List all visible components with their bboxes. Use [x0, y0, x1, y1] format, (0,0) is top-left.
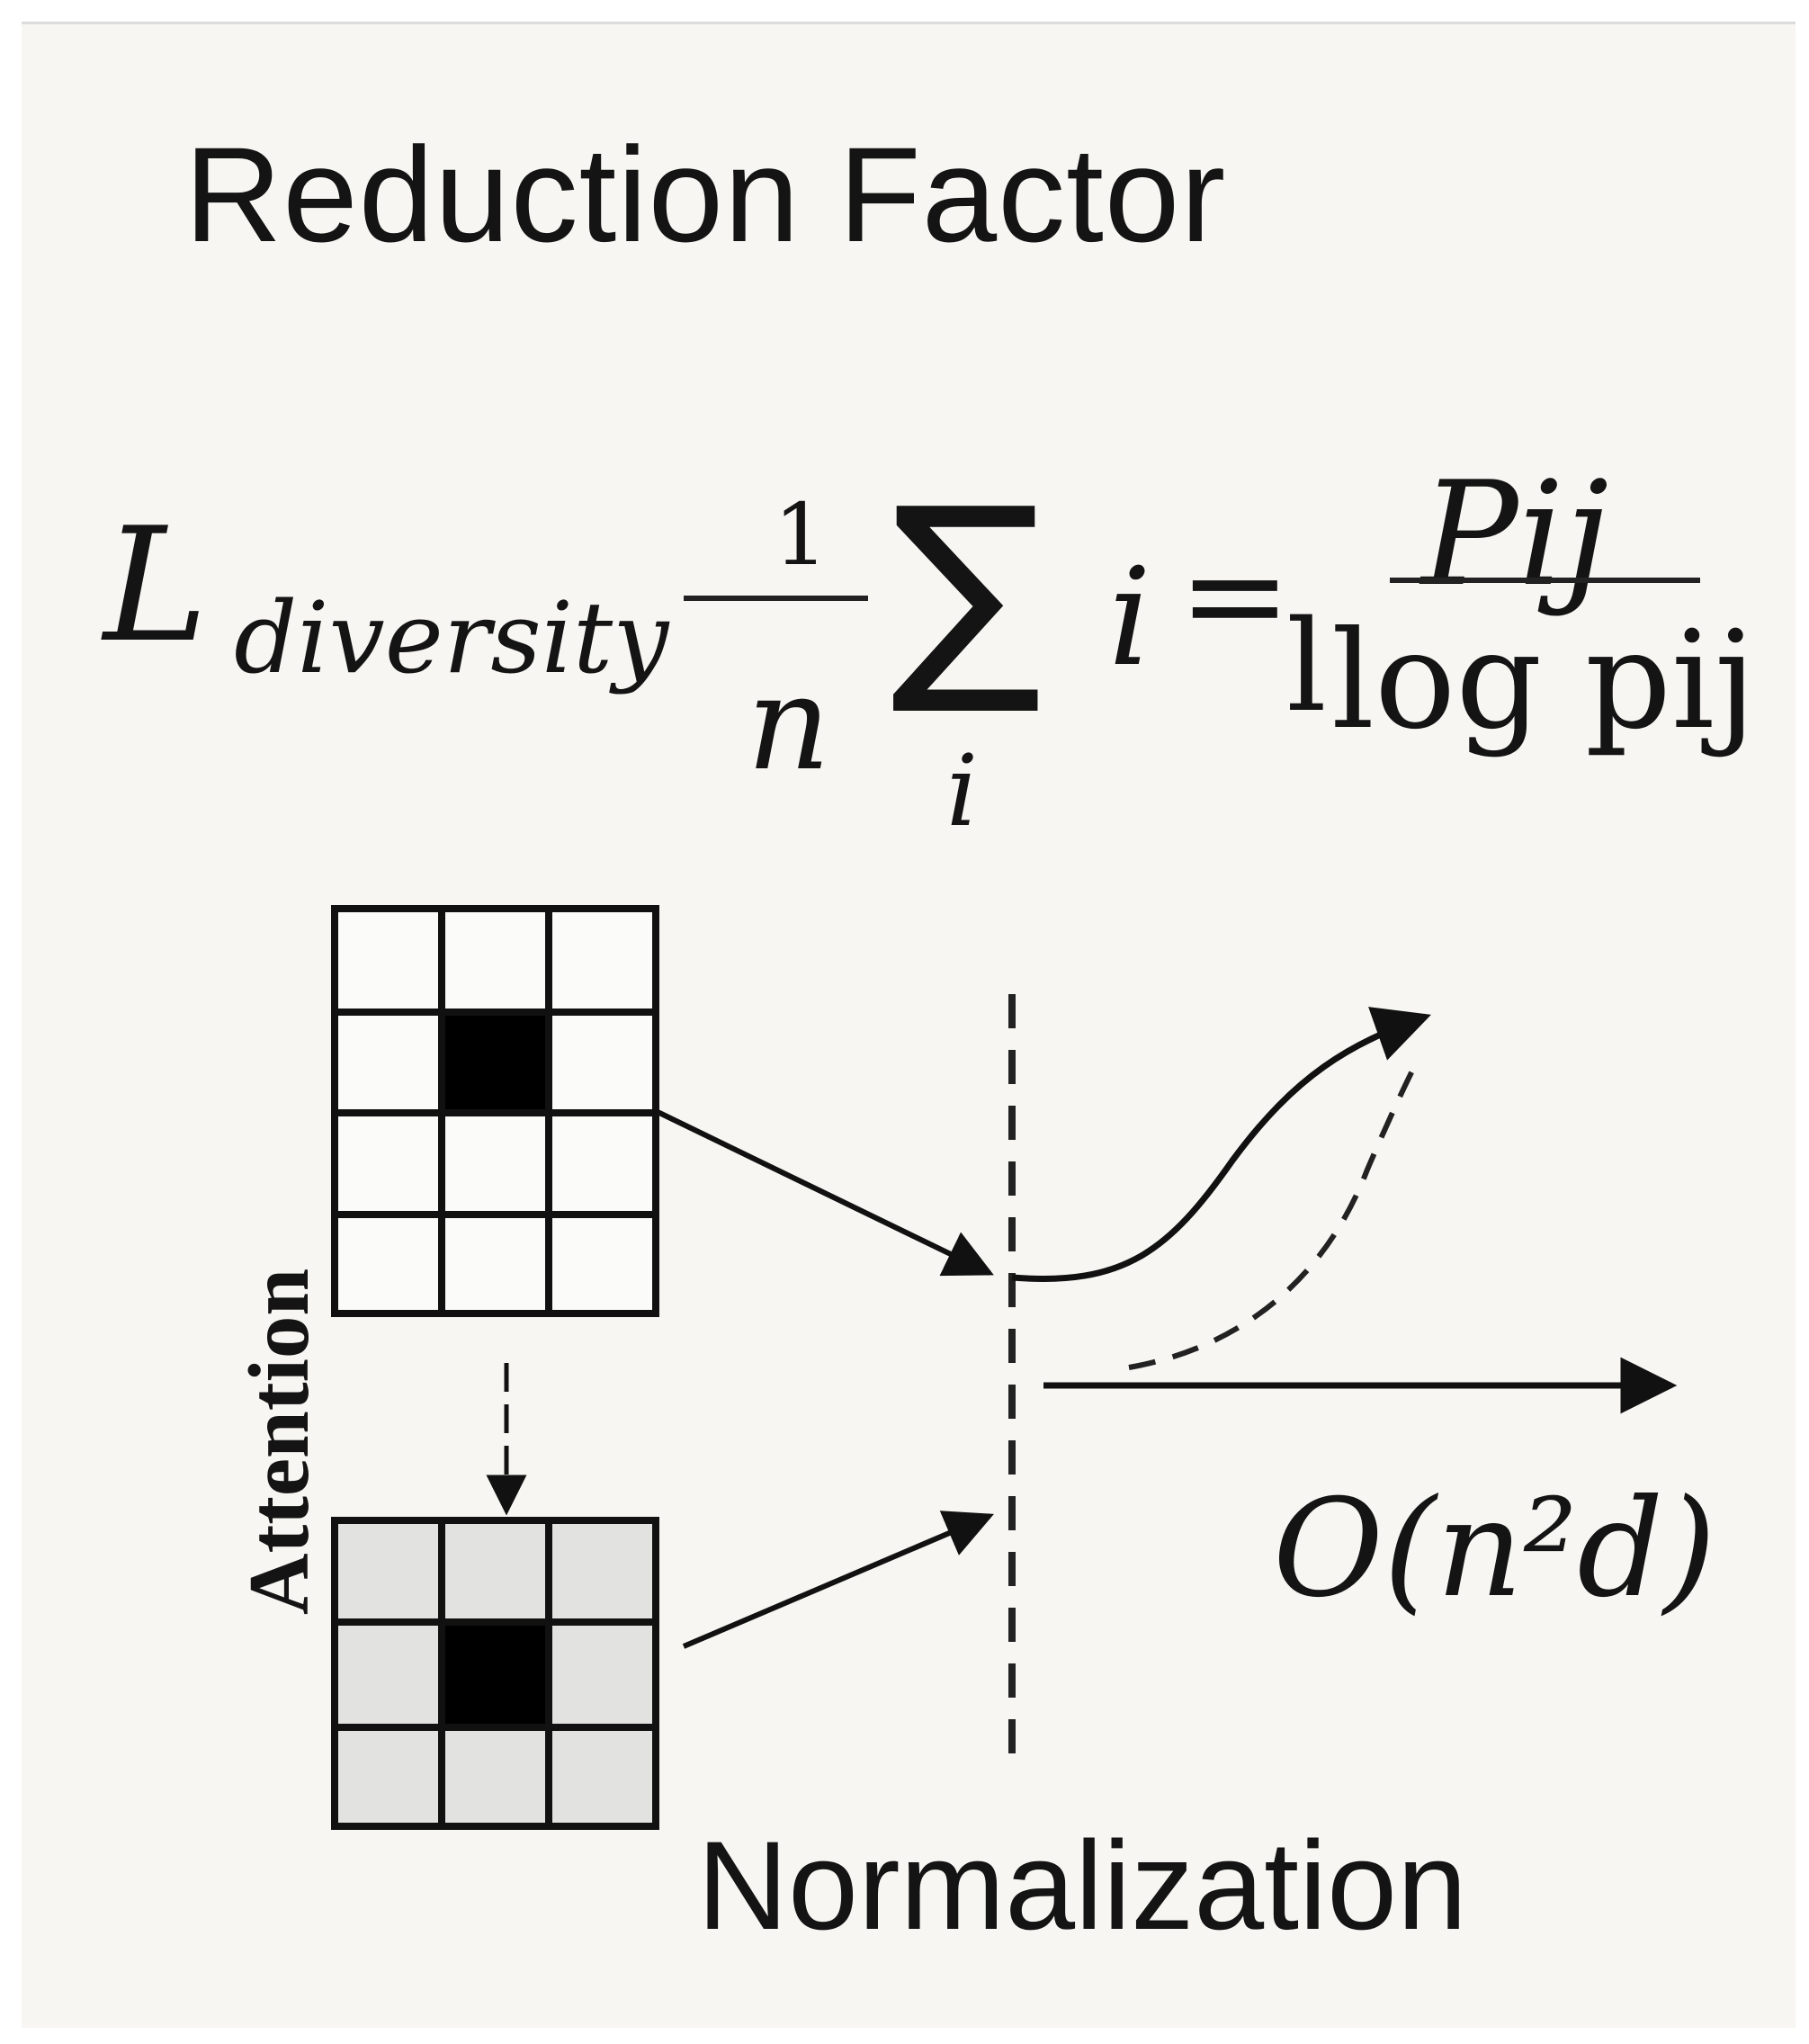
solid-curve — [1011, 1007, 1431, 1282]
equation-lhs-subscript: diversity — [234, 580, 669, 695]
equation-lhs-symbol: L — [103, 495, 209, 677]
arrow-top-grid-to-junction — [654, 1108, 994, 1277]
diagram-canvas — [22, 22, 1796, 2028]
highlighted-cell-bottom — [438, 1618, 552, 1731]
equation-stray-char: l — [1286, 594, 1327, 740]
attention-grid-top — [331, 905, 659, 1317]
equation-rhs-numerator: Pij — [1421, 450, 1609, 618]
equation-sum-symbol: ∑ — [891, 459, 1043, 721]
equation-sum-subscript: i — [946, 733, 979, 848]
diagram-title: Reduction Factor — [184, 119, 1227, 270]
equation-index: i — [1108, 540, 1151, 696]
arrow-bottom-grid-to-line — [682, 1511, 994, 1649]
equation-rhs-denominator: log pij — [1331, 603, 1757, 759]
dashed-curve — [1128, 1060, 1419, 1370]
complexity-label: O(n²d) — [1273, 1471, 1716, 1627]
attention-grid-bottom — [331, 1517, 659, 1830]
equation-equals: = — [1178, 517, 1292, 674]
normalization-label: Normalization — [697, 1815, 1467, 1956]
highlighted-cell-top — [438, 1009, 552, 1116]
equation-fraction-denominator: n — [747, 648, 831, 800]
attention-label: Attention — [231, 1268, 327, 1615]
equation-fraction-numerator: 1 — [774, 486, 828, 585]
